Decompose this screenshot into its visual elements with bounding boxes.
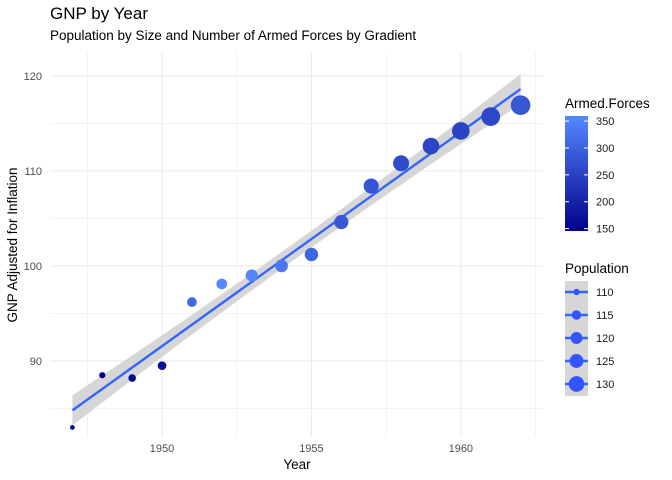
data-point [128, 374, 136, 382]
x-axis-title: Year [283, 457, 311, 472]
population-legend-title: Population [565, 261, 629, 276]
population-key-label: 120 [596, 333, 614, 345]
population-key-label: 130 [596, 379, 614, 391]
data-point [334, 215, 349, 230]
y-tick-label: 100 [24, 261, 42, 273]
x-tick-label: 1960 [449, 443, 473, 455]
x-tick-label: 1955 [299, 443, 323, 455]
population-key-dot [573, 288, 580, 296]
data-point [393, 155, 410, 172]
y-tick-label: 120 [24, 71, 42, 83]
data-point [245, 269, 258, 282]
data-point [99, 372, 106, 379]
chart-title: GNP by Year [50, 4, 148, 23]
data-point [452, 122, 470, 140]
colorbar-tick-label: 200 [596, 197, 614, 209]
x-tick-label: 1950 [150, 443, 174, 455]
data-point [510, 95, 531, 116]
armed-forces-legend: Armed.Forces 150 200 250 300 350 [565, 96, 650, 236]
data-point [157, 361, 167, 371]
colorbar-tick-label: 150 [596, 224, 614, 236]
data-point [304, 247, 319, 262]
population-key-dot [570, 332, 583, 344]
armed-forces-colorbar [565, 116, 588, 231]
y-tick-label: 110 [24, 166, 42, 178]
colorbar-tick-label: 250 [596, 170, 614, 182]
data-point [187, 297, 197, 307]
population-key-dot [571, 310, 582, 320]
data-point [216, 278, 228, 290]
data-point [481, 107, 501, 126]
armed-forces-legend-title: Armed.Forces [565, 96, 650, 111]
population-key-label: 115 [596, 310, 614, 322]
population-key-dot [568, 376, 585, 392]
data-point [363, 178, 379, 194]
population-legend: Population 110 115 120 125 130 [565, 261, 629, 396]
colorbar-tick-label: 300 [596, 143, 614, 155]
population-key-label: 110 [596, 287, 614, 299]
data-points-group [70, 95, 531, 430]
population-key-label: 125 [596, 356, 614, 368]
data-point [70, 425, 75, 430]
y-tick-label: 90 [30, 356, 42, 368]
data-point [275, 259, 288, 273]
trend-line-group [71, 88, 522, 412]
data-point [422, 137, 440, 155]
y-axis-title: GNP Adjusted for Inflation [5, 167, 20, 322]
chart-subtitle: Population by Size and Number of Armed F… [50, 28, 417, 43]
trend-line [71, 88, 522, 412]
tick-labels-group: 90 100 110 120 1950 1955 1960 [24, 71, 473, 455]
colorbar-tick-label: 350 [596, 116, 614, 128]
population-key-dot [569, 354, 584, 368]
